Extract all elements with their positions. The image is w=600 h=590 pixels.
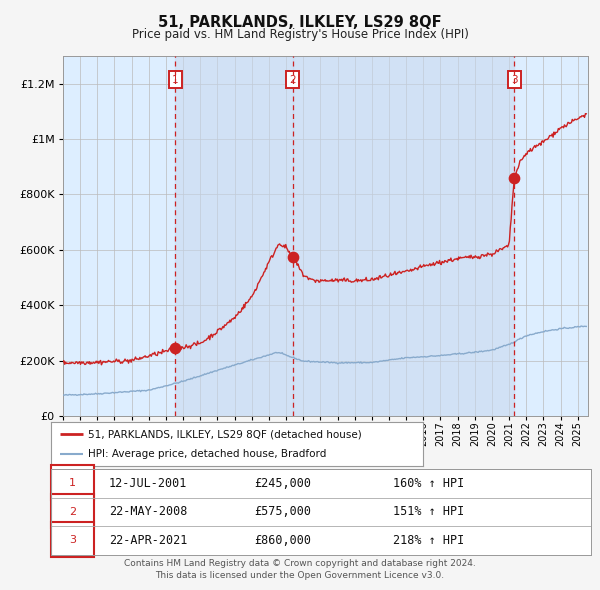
- Bar: [175, 56, 293, 416]
- Text: 51, PARKLANDS, ILKLEY, LS29 8QF: 51, PARKLANDS, ILKLEY, LS29 8QF: [158, 15, 442, 30]
- Text: 151% ↑ HPI: 151% ↑ HPI: [394, 505, 464, 519]
- Text: £575,000: £575,000: [254, 505, 312, 519]
- Point: [170, 343, 180, 353]
- Text: £245,000: £245,000: [254, 477, 312, 490]
- Text: 2: 2: [289, 74, 296, 84]
- Text: 2: 2: [69, 507, 76, 517]
- Point: [509, 173, 519, 182]
- Point: [288, 252, 298, 261]
- Text: This data is licensed under the Open Government Licence v3.0.: This data is licensed under the Open Gov…: [155, 571, 445, 580]
- FancyBboxPatch shape: [51, 466, 94, 500]
- Text: HPI: Average price, detached house, Bradford: HPI: Average price, detached house, Brad…: [88, 449, 326, 458]
- Bar: [293, 56, 514, 416]
- Text: 218% ↑ HPI: 218% ↑ HPI: [394, 534, 464, 547]
- Text: 1: 1: [172, 74, 179, 84]
- Text: 22-APR-2021: 22-APR-2021: [109, 534, 187, 547]
- Text: 3: 3: [511, 74, 518, 84]
- Text: Price paid vs. HM Land Registry's House Price Index (HPI): Price paid vs. HM Land Registry's House …: [131, 28, 469, 41]
- Text: 22-MAY-2008: 22-MAY-2008: [109, 505, 187, 519]
- Text: 3: 3: [69, 535, 76, 545]
- Text: 160% ↑ HPI: 160% ↑ HPI: [394, 477, 464, 490]
- Text: 1: 1: [69, 478, 76, 489]
- FancyBboxPatch shape: [51, 494, 94, 528]
- Text: £860,000: £860,000: [254, 534, 312, 547]
- Text: Contains HM Land Registry data © Crown copyright and database right 2024.: Contains HM Land Registry data © Crown c…: [124, 559, 476, 568]
- Text: 12-JUL-2001: 12-JUL-2001: [109, 477, 187, 490]
- Text: 51, PARKLANDS, ILKLEY, LS29 8QF (detached house): 51, PARKLANDS, ILKLEY, LS29 8QF (detache…: [88, 430, 362, 439]
- FancyBboxPatch shape: [51, 522, 94, 556]
